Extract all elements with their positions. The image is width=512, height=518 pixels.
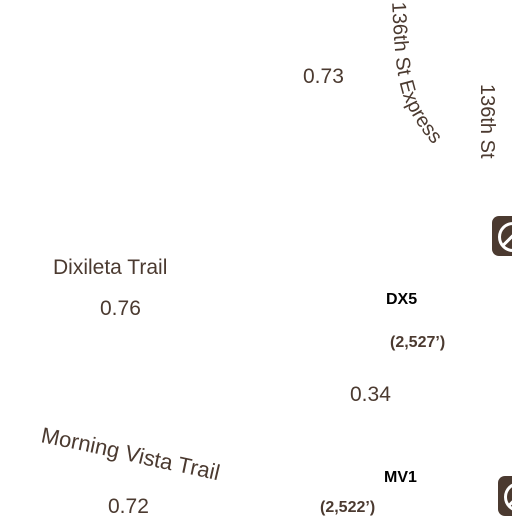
waypoint-code: MV1 [384, 469, 417, 486]
road-label-text: 136th St Express [387, 1, 446, 148]
waypoint-elevation: (2,527’) [390, 334, 446, 351]
distance-label: 0.72 [108, 495, 149, 518]
road-label-136th-st-express: 136th St Express [387, 1, 446, 148]
waypoint-elevation: (2,522’) [320, 499, 376, 516]
distance-label: 0.73 [303, 65, 344, 88]
waypoint-code: DX5 [386, 291, 418, 308]
no-entry-icon[interactable] [492, 216, 512, 256]
trail-label-morning-vista: Morning Vista Trail [39, 422, 222, 485]
distance-label: 0.76 [100, 297, 141, 320]
trail-label-text: Morning Vista Trail [39, 422, 222, 485]
distance-label: 0.34 [350, 383, 391, 406]
no-entry-icon[interactable] [498, 476, 512, 516]
trail-label-dixileta: Dixileta Trail [53, 256, 168, 279]
road-label-136th-st: 136th St [476, 84, 498, 159]
